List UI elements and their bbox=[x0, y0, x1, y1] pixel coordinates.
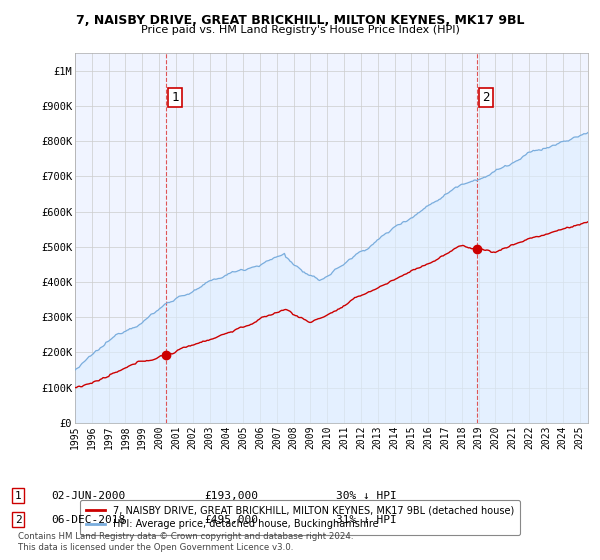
Text: 31% ↓ HPI: 31% ↓ HPI bbox=[336, 515, 397, 525]
Text: 7, NAISBY DRIVE, GREAT BRICKHILL, MILTON KEYNES, MK17 9BL: 7, NAISBY DRIVE, GREAT BRICKHILL, MILTON… bbox=[76, 14, 524, 27]
Text: 30% ↓ HPI: 30% ↓ HPI bbox=[336, 491, 397, 501]
Text: Price paid vs. HM Land Registry's House Price Index (HPI): Price paid vs. HM Land Registry's House … bbox=[140, 25, 460, 35]
Text: £193,000: £193,000 bbox=[204, 491, 258, 501]
Text: 06-DEC-2018: 06-DEC-2018 bbox=[51, 515, 125, 525]
Text: 02-JUN-2000: 02-JUN-2000 bbox=[51, 491, 125, 501]
Text: Contains HM Land Registry data © Crown copyright and database right 2024.
This d: Contains HM Land Registry data © Crown c… bbox=[18, 532, 353, 552]
Text: £495,000: £495,000 bbox=[204, 515, 258, 525]
Text: 1: 1 bbox=[171, 91, 179, 104]
Text: 2: 2 bbox=[482, 91, 490, 104]
Text: 1: 1 bbox=[14, 491, 22, 501]
Legend: 7, NAISBY DRIVE, GREAT BRICKHILL, MILTON KEYNES, MK17 9BL (detached house), HPI:: 7, NAISBY DRIVE, GREAT BRICKHILL, MILTON… bbox=[80, 500, 520, 535]
Text: 2: 2 bbox=[14, 515, 22, 525]
